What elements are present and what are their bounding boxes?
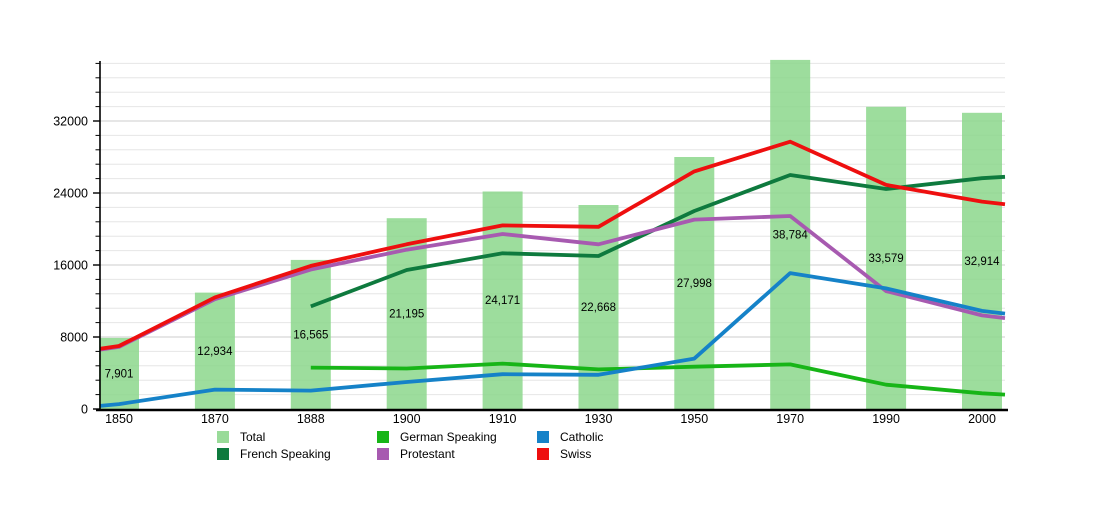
- y-tick-label-32000: 32000: [53, 115, 88, 129]
- french-speaking-swatch: [217, 447, 229, 460]
- legend-label-swiss: Swiss: [560, 446, 592, 461]
- legend-item-french-speaking: French Speaking: [217, 446, 377, 461]
- bar-label-1950: 27,998: [677, 278, 712, 290]
- x-tick-label-1870: 1870: [201, 412, 229, 426]
- bar-label-1888: 16,565: [293, 330, 328, 342]
- bar-label-1870: 12,934: [197, 346, 233, 358]
- bar-label-1850: 7,901: [105, 368, 134, 380]
- legend-column-1: Total French Speaking: [217, 429, 377, 461]
- catholic-swatch: [537, 430, 549, 443]
- y-tick-label-0: 0: [81, 403, 88, 417]
- bar-label-1990: 33,579: [869, 253, 904, 265]
- bar-label-1970: 38,784: [773, 230, 809, 242]
- line-german-speaking: [310, 361, 1006, 397]
- x-tick-label-1930: 1930: [585, 412, 613, 426]
- x-tick-label-1970: 1970: [776, 412, 804, 426]
- x-tick-label-1888: 1888: [297, 412, 325, 426]
- bar-total-1970: [770, 59, 811, 410]
- legend-item-swiss: Swiss: [537, 446, 697, 461]
- bar-label-1910: 24,171: [485, 295, 520, 307]
- x-tick-label-1850: 1850: [105, 412, 133, 426]
- legend-item-total: Total: [217, 429, 377, 444]
- bar-label-2000: 32,914: [964, 256, 1000, 268]
- swiss-swatch: [537, 447, 549, 460]
- bar-label-1930: 22,668: [581, 302, 616, 314]
- y-tick-label-8000: 8000: [60, 331, 88, 345]
- line-french-speaking: [310, 173, 1006, 309]
- legend-label-german-speaking: German Speaking: [400, 429, 497, 444]
- x-tick-label-1910: 1910: [489, 412, 517, 426]
- line-swiss: [99, 139, 1006, 351]
- protestant-swatch: [377, 447, 389, 460]
- x-tick-label-2000: 2000: [968, 412, 996, 426]
- chart-legend: Total French Speaking German Speaking Pr…: [217, 429, 697, 461]
- legend-item-catholic: Catholic: [537, 429, 697, 444]
- legend-label-total: Total: [240, 429, 266, 444]
- legend-label-catholic: Catholic: [560, 429, 604, 444]
- x-tick-label-1900: 1900: [393, 412, 421, 426]
- bar-total-1990: [866, 106, 907, 410]
- bar-total-1888: [290, 259, 331, 409]
- legend-column-2: German Speaking Protestant: [377, 429, 537, 461]
- bar-total-2000: [962, 112, 1002, 410]
- x-tick-label-1950: 1950: [680, 412, 708, 426]
- y-tick-label-24000: 24000: [53, 187, 88, 201]
- legend-item-german-speaking: German Speaking: [377, 429, 537, 444]
- legend-label-protestant: Protestant: [400, 446, 455, 461]
- line-catholic: [99, 271, 1006, 408]
- legend-item-protestant: Protestant: [377, 446, 537, 461]
- total-swatch: [217, 430, 229, 443]
- german-speaking-swatch: [377, 430, 389, 443]
- legend-label-french-speaking: French Speaking: [240, 446, 331, 461]
- legend-column-3: Catholic Swiss: [537, 429, 697, 461]
- bar-label-1900: 21,195: [389, 309, 424, 321]
- x-tick-label-1990: 1990: [872, 412, 900, 426]
- y-tick-label-16000: 16000: [53, 259, 88, 273]
